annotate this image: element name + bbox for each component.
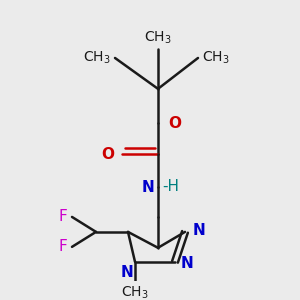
Text: F: F — [58, 209, 67, 224]
Text: N: N — [193, 223, 206, 238]
Text: O: O — [168, 116, 181, 131]
Text: CH$_3$: CH$_3$ — [202, 50, 230, 66]
Text: F: F — [58, 239, 67, 254]
Text: CH$_3$: CH$_3$ — [144, 29, 172, 46]
Text: O: O — [101, 147, 114, 162]
Text: CH$_3$: CH$_3$ — [83, 50, 111, 66]
Text: CH$_3$: CH$_3$ — [121, 284, 149, 300]
Text: N: N — [181, 256, 194, 271]
Text: N: N — [120, 265, 133, 280]
Text: -H: -H — [162, 178, 179, 194]
Text: N: N — [141, 179, 154, 194]
